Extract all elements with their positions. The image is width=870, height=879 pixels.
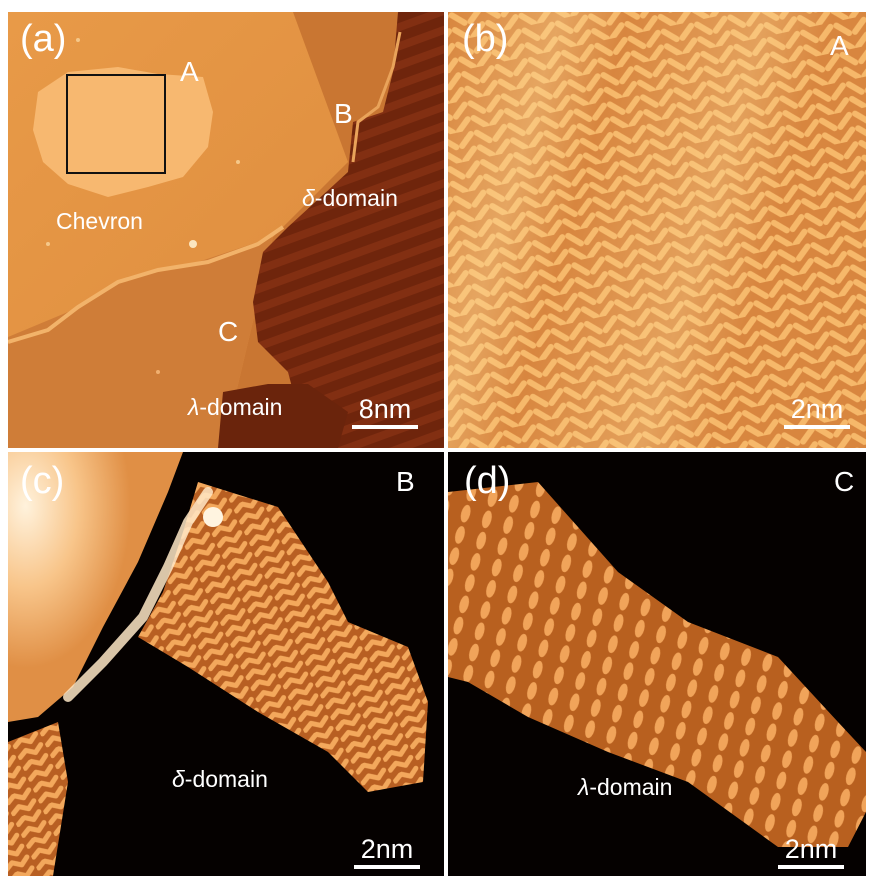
panel-d-lambda-domain-label: λ-domain (578, 776, 672, 799)
panel-c-stm-image (8, 452, 444, 876)
lambda-suffix: -domain (199, 394, 283, 420)
panel-d-corner-tag: C (834, 466, 855, 497)
lambda-domain-label: λ-domain (188, 396, 282, 419)
lambda-symbol: λ (188, 394, 200, 420)
panel-c-delta-symbol: δ (172, 766, 185, 792)
panel-c-delta-domain-label: δ-domain (172, 768, 268, 791)
panel-d-lambda-symbol: λ (578, 774, 590, 800)
delta-domain-label: δ-domain (302, 187, 398, 210)
panel-c-delta-suffix: -domain (184, 766, 268, 792)
panel-d-stm-lambda: (d) C λ-domain 2nm (448, 452, 866, 876)
scale-bar-d-line (778, 865, 844, 869)
chevron-label: Chevron (56, 208, 143, 234)
panel-b-label: (b) (462, 18, 509, 60)
panel-c-label: (c) (20, 460, 65, 502)
scale-bar-c-text: 2nm (360, 834, 414, 864)
region-c-label: C (218, 316, 239, 347)
panel-d-stm-image (448, 452, 866, 876)
scale-bar-d-text: 2nm (784, 834, 838, 864)
zoom-region-box (66, 74, 166, 174)
panel-d-label: (d) (464, 460, 511, 502)
scale-bar-a-line (352, 425, 418, 429)
delta-symbol: δ (302, 185, 315, 211)
panel-a-label: (a) (20, 18, 67, 60)
panel-c-stm-delta: (c) B δ-domain 2nm (8, 452, 444, 876)
scale-bar-c-line (354, 865, 420, 869)
delta-suffix: -domain (314, 185, 398, 211)
region-a-label: A (180, 56, 199, 87)
region-b-label: B (334, 98, 353, 129)
panel-c-corner-tag: B (396, 466, 415, 497)
panel-a-stm-overview: (a) A B C Chevron δ-domain λ-domain 8nm (8, 12, 444, 448)
panel-b-corner-tag: A (830, 30, 849, 61)
panel-b-stm-chevron: (b) A 2nm (448, 12, 866, 448)
scale-bar-b-text: 2nm (790, 394, 844, 424)
scale-bar-a-text: 8nm (358, 394, 412, 424)
scale-bar-c: 2nm (354, 836, 420, 869)
scale-bar-b: 2nm (784, 396, 850, 429)
scale-bar-a: 8nm (352, 396, 418, 429)
scale-bar-b-line (784, 425, 850, 429)
panel-b-stm-image (448, 12, 866, 448)
scale-bar-d: 2nm (778, 836, 844, 869)
panel-a-stm-image (8, 12, 444, 448)
panel-d-lambda-suffix: -domain (589, 774, 673, 800)
